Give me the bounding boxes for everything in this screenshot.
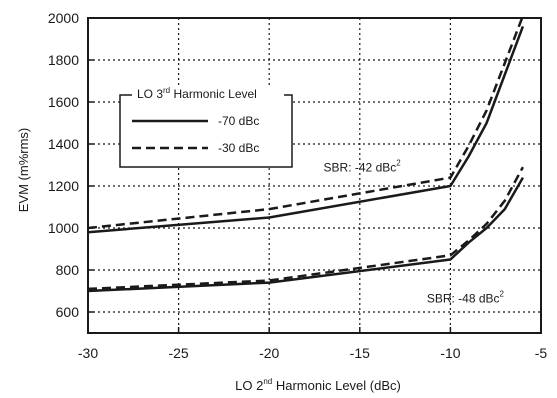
axis-ticks: -30 -25 -20 -15 -10 -5 600 800 1000 1200 1400 1600 1… (48, 10, 548, 361)
y-tick-label: 1800 (48, 52, 79, 68)
x-axis-label-prefix: LO 2 (235, 378, 263, 393)
y-tick-label: 1400 (48, 136, 79, 152)
legend-title: LO 3rd Harmonic Level (137, 86, 257, 101)
y-tick-label: 1600 (48, 94, 79, 110)
x-tick-label: -15 (350, 345, 370, 361)
x-tick-label: -20 (259, 345, 279, 361)
data-series (87, 15, 525, 293)
plot-frame (87, 17, 542, 334)
legend-title-sup: rd (163, 86, 170, 95)
series-line-solid (87, 25, 525, 234)
legend: LO 3rd Harmonic Level -70 dBc -30 dBc (119, 86, 293, 168)
legend-box (119, 94, 293, 168)
legend-title-prefix: LO 3 (137, 87, 163, 101)
series-line-dashed (87, 166, 525, 291)
legend-title-suffix: Harmonic Level (170, 87, 257, 101)
x-axis-label-sup: nd (263, 377, 272, 386)
y-tick-label: 1200 (48, 178, 79, 194)
legend-label-solid: -70 dBc (218, 114, 259, 128)
sbr-annotation: SBR: -42 dBc2 (324, 159, 402, 175)
grid-lines (88, 18, 541, 333)
x-axis-label-suffix: Harmonic Level (dBc) (272, 378, 401, 393)
x-axis-label: LO 2nd Harmonic Level (dBc) (235, 377, 401, 393)
x-tick-label: -5 (535, 345, 548, 361)
x-tick-label: -10 (440, 345, 460, 361)
series-line-solid (87, 176, 524, 293)
series-line-dashed (87, 15, 525, 230)
y-tick-label: 600 (56, 304, 80, 320)
y-tick-label: 1000 (48, 220, 79, 236)
annotations: SBR: -42 dBc2 SBR: -48 dBc2 (324, 159, 505, 306)
y-tick-label: 800 (56, 262, 80, 278)
y-axis-label: EVM (m%rms) (16, 128, 31, 213)
x-tick-label: -25 (168, 345, 188, 361)
sbr-annotation: SBR: -48 dBc2 (427, 290, 505, 306)
legend-label-dashed: -30 dBc (218, 141, 259, 155)
y-tick-label: 2000 (48, 10, 79, 26)
legend-title-backdrop (132, 86, 284, 102)
x-tick-label: -30 (78, 345, 98, 361)
